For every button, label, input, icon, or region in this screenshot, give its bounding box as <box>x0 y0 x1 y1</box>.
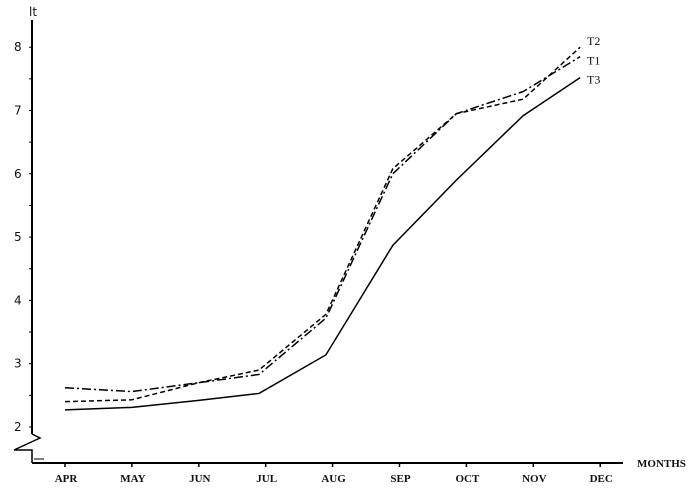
series-label-t1: T1 <box>587 54 600 68</box>
axis-break-icon <box>13 433 42 463</box>
series-label-t2: T2 <box>587 34 600 48</box>
axes: lt MONTHS <box>13 5 686 470</box>
series-line-t2 <box>64 46 581 403</box>
x-tick-label: JUL <box>256 473 277 485</box>
y-tick-label: 4 <box>14 293 22 307</box>
x-tick-label: DEC <box>590 473 613 485</box>
y-tick-label: 2 <box>14 420 22 434</box>
series-line-t1 <box>64 56 581 393</box>
x-tick-label: OCT <box>455 473 480 485</box>
y-tick-label: 3 <box>14 357 22 371</box>
y-tick-label: 8 <box>14 40 22 54</box>
x-tick-label: AUG <box>321 473 346 485</box>
x-tick-label: JUN <box>189 473 210 485</box>
y-tick-label: 5 <box>14 230 22 244</box>
x-tick-label: MAY <box>120 473 145 485</box>
y-tick-label: 7 <box>14 104 22 118</box>
x-axis-label: MONTHS <box>637 458 686 470</box>
series-label-t3: T3 <box>587 73 600 87</box>
series-line-t3 <box>64 76 581 411</box>
x-tick-label: NOV <box>522 473 547 485</box>
y-tick-label: 6 <box>14 167 22 181</box>
y-axis-label: lt <box>29 5 37 19</box>
x-tick-label: SEP <box>390 473 410 485</box>
x-tick-label: APR <box>55 473 79 485</box>
